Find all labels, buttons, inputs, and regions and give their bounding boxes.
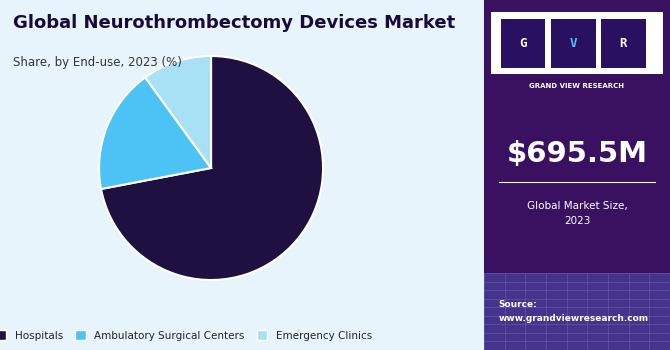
Text: G: G — [519, 37, 527, 50]
FancyBboxPatch shape — [484, 0, 670, 350]
Text: R: R — [620, 37, 627, 50]
FancyBboxPatch shape — [491, 12, 663, 74]
Text: $695.5M: $695.5M — [507, 140, 647, 168]
Wedge shape — [99, 77, 211, 189]
FancyBboxPatch shape — [500, 19, 545, 68]
Wedge shape — [101, 56, 323, 280]
Wedge shape — [145, 56, 211, 168]
FancyBboxPatch shape — [601, 19, 646, 68]
Text: Share, by End-use, 2023 (%): Share, by End-use, 2023 (%) — [13, 56, 182, 69]
Text: Global Market Size,
2023: Global Market Size, 2023 — [527, 202, 627, 225]
Text: Source:
www.grandviewresearch.com: Source: www.grandviewresearch.com — [498, 300, 649, 323]
FancyBboxPatch shape — [484, 273, 670, 350]
Text: V: V — [570, 37, 577, 50]
FancyBboxPatch shape — [551, 19, 596, 68]
Text: GRAND VIEW RESEARCH: GRAND VIEW RESEARCH — [529, 83, 624, 89]
Legend: Hospitals, Ambulatory Surgical Centers, Emergency Clinics: Hospitals, Ambulatory Surgical Centers, … — [0, 326, 376, 345]
Text: Global Neurothrombectomy Devices Market: Global Neurothrombectomy Devices Market — [13, 14, 456, 32]
